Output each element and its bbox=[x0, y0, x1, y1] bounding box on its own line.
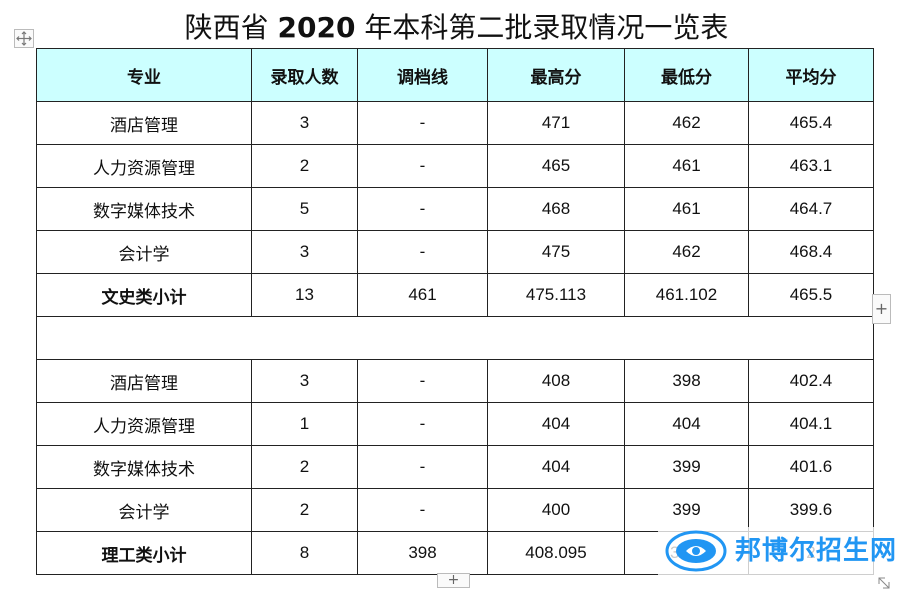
blank-separator-row bbox=[36, 316, 874, 360]
cell-max[interactable]: 465 bbox=[487, 144, 625, 188]
add-row-button[interactable]: + bbox=[437, 573, 470, 588]
add-column-button[interactable]: + bbox=[872, 294, 891, 324]
header-admitted: 录取人数 bbox=[251, 48, 358, 102]
cell-max[interactable]: 408 bbox=[487, 359, 625, 403]
cell-subtotal-label[interactable]: 文史类小计 bbox=[36, 273, 252, 317]
cell-major[interactable]: 数字媒体技术 bbox=[36, 445, 252, 489]
header-max: 最高分 bbox=[487, 48, 625, 102]
cell-cutoff[interactable]: 398 bbox=[357, 531, 488, 575]
cell-cutoff[interactable]: - bbox=[357, 359, 488, 403]
cell-major[interactable]: 会计学 bbox=[36, 488, 252, 532]
cell-avg[interactable]: 465.4 bbox=[748, 101, 874, 145]
cell-avg[interactable]: 465.5 bbox=[748, 273, 874, 317]
table-row: 酒店管理 3 - 408 398 402.4 bbox=[36, 359, 874, 403]
watermark-text: 邦博尔招生网 bbox=[735, 536, 898, 566]
title-year: 2020 bbox=[277, 11, 356, 44]
subtotal-row-liberal-arts: 文史类小计 13 461 475.113 461.102 465.5 bbox=[36, 273, 874, 317]
title-suffix: 年本科第二批录取情况一览表 bbox=[355, 11, 729, 44]
table-row: 数字媒体技术 5 - 468 461 464.7 bbox=[36, 187, 874, 231]
cell-min[interactable]: 461 bbox=[624, 144, 749, 188]
cell-admitted[interactable]: 3 bbox=[251, 230, 358, 274]
cell-admitted[interactable]: 13 bbox=[251, 273, 358, 317]
cell-cutoff[interactable]: - bbox=[357, 187, 488, 231]
cell-admitted[interactable]: 5 bbox=[251, 187, 358, 231]
cell-min[interactable]: 462 bbox=[624, 230, 749, 274]
cell-max[interactable]: 408.095 bbox=[487, 531, 625, 575]
cell-major[interactable]: 会计学 bbox=[36, 230, 252, 274]
cell-admitted[interactable]: 2 bbox=[251, 445, 358, 489]
cell-min[interactable]: 461 bbox=[624, 187, 749, 231]
cell-avg[interactable]: 402.4 bbox=[748, 359, 874, 403]
blank-merged-cell[interactable] bbox=[36, 316, 874, 360]
cell-cutoff[interactable]: 461 bbox=[357, 273, 488, 317]
cell-min[interactable]: 399 bbox=[624, 488, 749, 532]
cell-major[interactable]: 酒店管理 bbox=[36, 359, 252, 403]
cell-max[interactable]: 404 bbox=[487, 402, 625, 446]
cell-major[interactable]: 酒店管理 bbox=[36, 101, 252, 145]
watermark-logo-icon bbox=[665, 530, 727, 572]
cell-min[interactable]: 461.102 bbox=[624, 273, 749, 317]
cell-cutoff[interactable]: - bbox=[357, 144, 488, 188]
cell-max[interactable]: 468 bbox=[487, 187, 625, 231]
table-row: 会计学 2 - 400 399 399.6 bbox=[36, 488, 874, 532]
table-move-handle[interactable] bbox=[14, 29, 34, 48]
resize-handle-icon[interactable] bbox=[878, 577, 890, 589]
page-title: 陕西省 2020 年本科第二批录取情况一览表 bbox=[0, 8, 913, 48]
cell-max[interactable]: 475.113 bbox=[487, 273, 625, 317]
header-cutoff: 调档线 bbox=[357, 48, 488, 102]
cell-avg[interactable]: 468.4 bbox=[748, 230, 874, 274]
table-row: 酒店管理 3 - 471 462 465.4 bbox=[36, 101, 874, 145]
cell-cutoff[interactable]: - bbox=[357, 230, 488, 274]
cell-avg[interactable]: 463.1 bbox=[748, 144, 874, 188]
table-row: 人力资源管理 1 - 404 404 404.1 bbox=[36, 402, 874, 446]
cell-cutoff[interactable]: - bbox=[357, 101, 488, 145]
cell-admitted[interactable]: 3 bbox=[251, 101, 358, 145]
cell-cutoff[interactable]: - bbox=[357, 445, 488, 489]
header-major: 专业 bbox=[36, 48, 252, 102]
cell-major[interactable]: 人力资源管理 bbox=[36, 402, 252, 446]
cell-min[interactable]: 399 bbox=[624, 445, 749, 489]
table-row: 会计学 3 - 475 462 468.4 bbox=[36, 230, 874, 274]
cell-max[interactable]: 404 bbox=[487, 445, 625, 489]
cell-min[interactable]: 398 bbox=[624, 359, 749, 403]
title-prefix: 陕西省 bbox=[184, 11, 278, 44]
cell-admitted[interactable]: 8 bbox=[251, 531, 358, 575]
cell-subtotal-label[interactable]: 理工类小计 bbox=[36, 531, 252, 575]
cell-max[interactable]: 400 bbox=[487, 488, 625, 532]
cell-admitted[interactable]: 2 bbox=[251, 144, 358, 188]
cell-avg[interactable]: 404.1 bbox=[748, 402, 874, 446]
cell-avg[interactable]: 464.7 bbox=[748, 187, 874, 231]
cell-cutoff[interactable]: - bbox=[357, 402, 488, 446]
watermark: 邦博尔招生网 bbox=[658, 527, 906, 577]
cell-major[interactable]: 数字媒体技术 bbox=[36, 187, 252, 231]
cell-major[interactable]: 人力资源管理 bbox=[36, 144, 252, 188]
table-row: 数字媒体技术 2 - 404 399 401.6 bbox=[36, 445, 874, 489]
cell-admitted[interactable]: 1 bbox=[251, 402, 358, 446]
header-avg: 平均分 bbox=[748, 48, 874, 102]
move-handle-icon bbox=[16, 31, 32, 46]
cell-avg[interactable]: 399.6 bbox=[748, 488, 874, 532]
cell-max[interactable]: 471 bbox=[487, 101, 625, 145]
admission-table: 专业 录取人数 调档线 最高分 最低分 平均分 酒店管理 3 - 471 462… bbox=[36, 48, 874, 575]
cell-admitted[interactable]: 2 bbox=[251, 488, 358, 532]
cell-admitted[interactable]: 3 bbox=[251, 359, 358, 403]
header-min: 最低分 bbox=[624, 48, 749, 102]
table-row: 人力资源管理 2 - 465 461 463.1 bbox=[36, 144, 874, 188]
header-row: 专业 录取人数 调档线 最高分 最低分 平均分 bbox=[36, 48, 874, 102]
cell-min[interactable]: 404 bbox=[624, 402, 749, 446]
cell-max[interactable]: 475 bbox=[487, 230, 625, 274]
cell-min[interactable]: 462 bbox=[624, 101, 749, 145]
cell-avg[interactable]: 401.6 bbox=[748, 445, 874, 489]
cell-cutoff[interactable]: - bbox=[357, 488, 488, 532]
